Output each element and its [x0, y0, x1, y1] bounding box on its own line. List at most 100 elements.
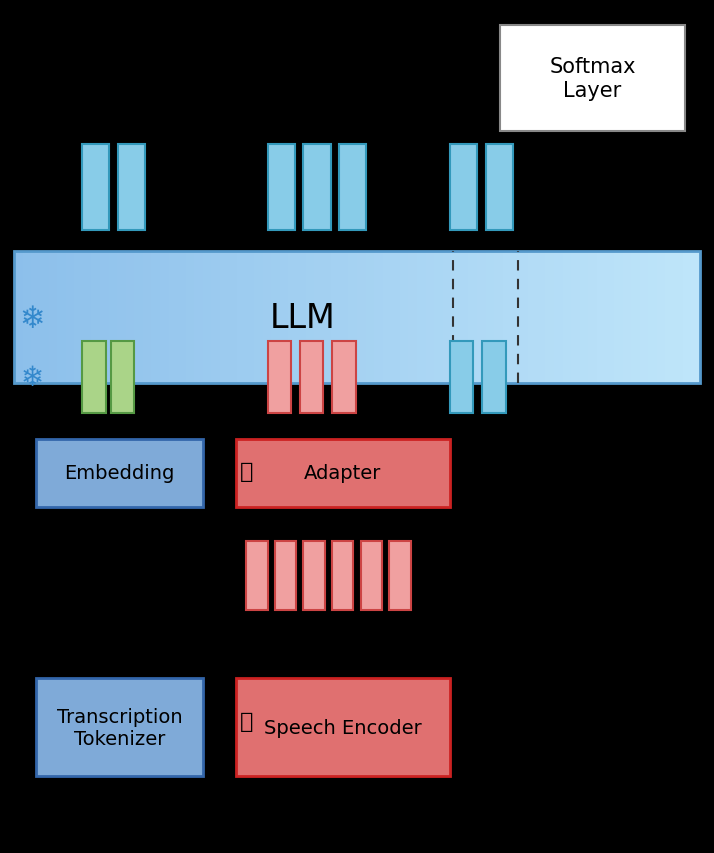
FancyBboxPatch shape [486, 145, 513, 230]
Bar [263, 252, 273, 384]
Bar [528, 252, 538, 384]
Bar [57, 252, 67, 384]
Bar [426, 252, 436, 384]
Bar [648, 252, 658, 384]
FancyBboxPatch shape [268, 145, 295, 230]
Bar [331, 252, 341, 384]
Bar [391, 252, 401, 384]
FancyBboxPatch shape [389, 542, 411, 610]
Bar [14, 252, 700, 384]
FancyBboxPatch shape [303, 542, 325, 610]
Bar [117, 252, 127, 384]
Bar [246, 252, 256, 384]
Bar [23, 252, 33, 384]
Bar [614, 252, 624, 384]
Text: LLM: LLM [269, 301, 335, 334]
Bar [314, 252, 324, 384]
Bar [66, 252, 76, 384]
Bar [357, 252, 367, 384]
Bar [91, 252, 101, 384]
Bar [134, 252, 144, 384]
FancyBboxPatch shape [268, 341, 291, 414]
Text: ❄: ❄ [21, 364, 44, 392]
FancyBboxPatch shape [300, 341, 323, 414]
Bar [623, 252, 633, 384]
FancyBboxPatch shape [482, 341, 506, 414]
Bar [100, 252, 110, 384]
Bar [280, 252, 290, 384]
Bar [194, 252, 204, 384]
Bar [580, 252, 590, 384]
Bar [691, 252, 701, 384]
Bar [511, 252, 521, 384]
Bar [177, 252, 187, 384]
Bar [306, 252, 316, 384]
Bar [151, 252, 161, 384]
Text: 🔥: 🔥 [240, 461, 253, 482]
Text: Embedding: Embedding [64, 464, 175, 483]
Bar [468, 252, 478, 384]
Bar [143, 252, 153, 384]
Text: Speech Encoder: Speech Encoder [264, 717, 421, 737]
Bar [237, 252, 247, 384]
Bar [451, 252, 461, 384]
Bar [323, 252, 333, 384]
Bar [109, 252, 119, 384]
FancyBboxPatch shape [82, 341, 106, 414]
Bar [460, 252, 470, 384]
FancyBboxPatch shape [36, 439, 203, 508]
Bar [486, 252, 496, 384]
Bar [220, 252, 230, 384]
Bar [408, 252, 418, 384]
Bar [40, 252, 50, 384]
Bar [683, 252, 693, 384]
Bar [477, 252, 487, 384]
Bar [366, 252, 376, 384]
Bar [340, 252, 350, 384]
Bar [49, 252, 59, 384]
FancyBboxPatch shape [111, 341, 134, 414]
Bar [554, 252, 564, 384]
Bar [14, 252, 24, 384]
Bar [374, 252, 384, 384]
FancyBboxPatch shape [82, 145, 109, 230]
FancyBboxPatch shape [236, 678, 450, 776]
Bar [203, 252, 213, 384]
Bar [631, 252, 641, 384]
FancyBboxPatch shape [450, 341, 473, 414]
FancyBboxPatch shape [450, 145, 477, 230]
Bar [211, 252, 221, 384]
Text: ❄: ❄ [19, 305, 45, 334]
Bar [520, 252, 530, 384]
Bar [674, 252, 684, 384]
Bar [383, 252, 393, 384]
Bar [588, 252, 598, 384]
Bar [571, 252, 581, 384]
Bar [83, 252, 93, 384]
FancyBboxPatch shape [332, 542, 353, 610]
FancyBboxPatch shape [303, 145, 331, 230]
Bar [288, 252, 298, 384]
Bar [228, 252, 238, 384]
Bar [434, 252, 444, 384]
Text: Softmax
Layer: Softmax Layer [549, 57, 636, 101]
Bar [186, 252, 196, 384]
FancyBboxPatch shape [500, 26, 685, 132]
Bar [545, 252, 555, 384]
Bar [417, 252, 427, 384]
FancyBboxPatch shape [332, 341, 356, 414]
Bar [31, 252, 41, 384]
Bar [563, 252, 573, 384]
FancyBboxPatch shape [36, 678, 203, 776]
Bar [126, 252, 136, 384]
FancyBboxPatch shape [361, 542, 382, 610]
Bar [74, 252, 84, 384]
Bar [597, 252, 607, 384]
FancyBboxPatch shape [246, 542, 268, 610]
Bar [297, 252, 307, 384]
Text: Adapter: Adapter [304, 464, 381, 483]
Bar [503, 252, 513, 384]
Bar [537, 252, 547, 384]
Bar [254, 252, 264, 384]
FancyBboxPatch shape [236, 439, 450, 508]
